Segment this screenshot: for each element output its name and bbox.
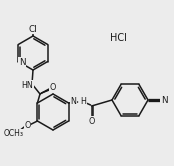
Text: O: O — [50, 83, 56, 91]
Text: HN: HN — [21, 81, 33, 89]
Text: Cl: Cl — [29, 25, 37, 34]
Text: HCl: HCl — [110, 33, 126, 43]
Text: O: O — [88, 117, 95, 125]
Text: N: N — [71, 96, 77, 106]
Text: O: O — [24, 122, 31, 130]
Text: N: N — [19, 58, 26, 67]
Text: N: N — [161, 95, 167, 105]
Text: OCH₃: OCH₃ — [3, 129, 23, 138]
Text: H: H — [81, 96, 86, 106]
